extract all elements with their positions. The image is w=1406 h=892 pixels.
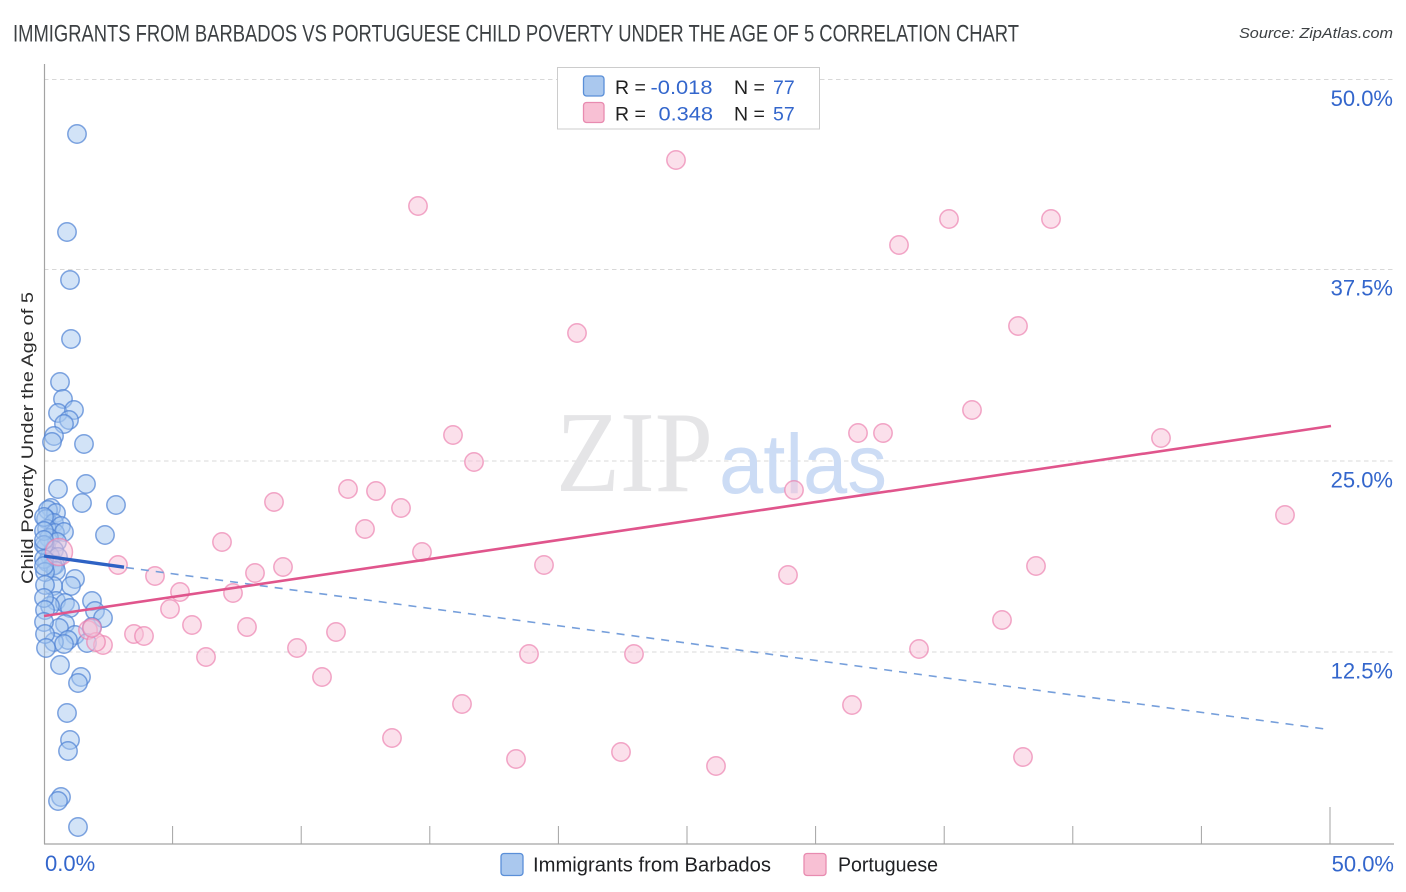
- svg-text:ZIP: ZIP: [556, 389, 713, 517]
- svg-text:12.5%: 12.5%: [1331, 659, 1393, 684]
- svg-text:N =: N =: [734, 77, 765, 99]
- svg-text:R =: R =: [615, 104, 646, 126]
- svg-text:0.0%: 0.0%: [45, 851, 95, 876]
- svg-text:57: 57: [773, 104, 795, 126]
- svg-text:Source: ZipAtlas.com: Source: ZipAtlas.com: [1239, 26, 1393, 42]
- svg-text:-0.018: -0.018: [651, 77, 713, 99]
- svg-text:Portuguese: Portuguese: [838, 854, 938, 877]
- svg-text:IMMIGRANTS FROM BARBADOS VS PO: IMMIGRANTS FROM BARBADOS VS PORTUGUESE C…: [13, 21, 1019, 48]
- svg-text:37.5%: 37.5%: [1331, 276, 1393, 301]
- svg-text:Child Poverty Under the Age of: Child Poverty Under the Age of 5: [18, 292, 37, 584]
- svg-text:25.0%: 25.0%: [1331, 468, 1393, 493]
- svg-text:Immigrants from Barbados: Immigrants from Barbados: [533, 854, 771, 877]
- svg-text:50.0%: 50.0%: [1332, 852, 1394, 877]
- svg-text:50.0%: 50.0%: [1331, 86, 1393, 111]
- svg-text:N =: N =: [734, 104, 765, 126]
- svg-text:R =: R =: [615, 77, 646, 99]
- svg-text:77: 77: [773, 77, 795, 99]
- svg-text:0.348: 0.348: [659, 104, 714, 126]
